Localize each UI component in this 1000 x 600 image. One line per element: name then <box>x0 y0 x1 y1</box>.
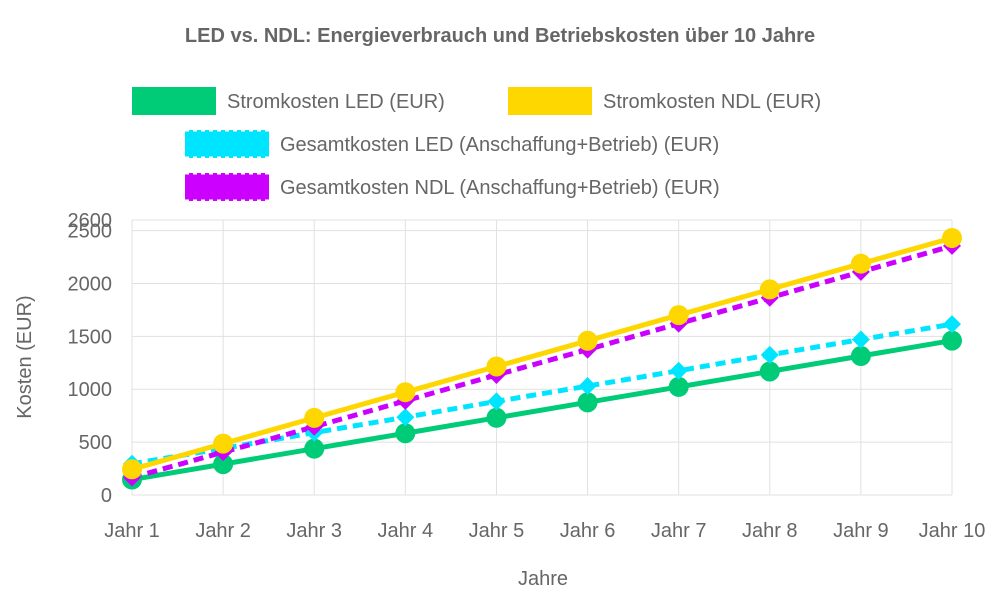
legend-item: Gesamtkosten LED (Anschaffung+Betrieb) (… <box>185 128 719 160</box>
data-point <box>577 392 598 413</box>
data-point <box>213 454 234 475</box>
y-tick-label: 2500 <box>68 221 113 243</box>
data-point <box>395 382 416 403</box>
data-point <box>577 330 598 351</box>
data-point <box>943 315 961 334</box>
legend-item: Gesamtkosten NDL (Anschaffung+Betrieb) (… <box>185 171 720 203</box>
y-tick-label: 500 <box>79 432 112 454</box>
y-tick-label: 1000 <box>68 379 113 401</box>
data-point <box>396 408 415 427</box>
series-line <box>131 243 953 480</box>
data-point <box>759 361 780 382</box>
legend-swatch <box>508 87 592 115</box>
legend-label: Stromkosten NDL (EUR) <box>603 91 821 113</box>
legend-item: Stromkosten NDL (EUR) <box>508 87 821 115</box>
x-tick-label: Jahr 8 <box>742 520 798 542</box>
data-point <box>668 305 689 326</box>
x-tick-label: Jahr 5 <box>469 520 525 542</box>
data-point <box>850 253 871 274</box>
x-axis: Jahr 1 Jahr 2 Jahr 3 Jahr 4 Jahr 5 Jahr 6 Jahr… <box>104 520 985 542</box>
y-tick-label: 0 <box>101 485 112 507</box>
legend: Stromkosten LED (EUR) Stromkosten NDL (EU… <box>132 87 821 203</box>
data-point <box>304 438 325 459</box>
legend-label: Stromkosten LED (EUR) <box>227 91 445 113</box>
data-point <box>850 346 871 367</box>
data-point <box>668 376 689 397</box>
y-tick-label: 1500 <box>68 326 113 348</box>
legend-swatch <box>185 130 269 158</box>
x-axis-title: Jahre <box>518 568 568 590</box>
grid <box>131 219 953 496</box>
x-tick-label: Jahr 1 <box>104 520 160 542</box>
data-point <box>759 279 780 300</box>
x-tick-label: Jahr 7 <box>651 520 707 542</box>
x-tick-label: Jahr 9 <box>833 520 889 542</box>
data-point <box>578 377 597 396</box>
y-tick-label: 2000 <box>68 273 113 295</box>
x-tick-label: Jahr 6 <box>560 520 616 542</box>
series-line <box>131 321 953 467</box>
data-point <box>942 330 962 351</box>
series-line <box>131 338 953 483</box>
data-point <box>486 356 507 377</box>
x-tick-label: Jahr 3 <box>286 520 342 542</box>
data-point <box>669 361 688 380</box>
x-tick-label: Jahr 10 <box>919 520 986 542</box>
data-point <box>213 433 234 454</box>
series-line <box>131 235 953 472</box>
y-axis-title: Kosten (EUR) <box>14 295 36 418</box>
data-point <box>304 407 325 428</box>
data-point <box>851 330 870 349</box>
series-markers <box>122 227 962 490</box>
data-point <box>122 459 142 480</box>
data-point <box>486 407 507 428</box>
data-point <box>395 423 416 444</box>
legend-label: Gesamtkosten LED (Anschaffung+Betrieb) (… <box>280 134 719 156</box>
x-tick-label: Jahr 2 <box>195 520 251 542</box>
y-tick-label: 2600 <box>68 210 113 232</box>
series-lines <box>131 235 953 483</box>
data-point <box>942 227 962 248</box>
data-point <box>760 345 779 364</box>
legend-swatch <box>132 87 216 115</box>
legend-item: Stromkosten LED (EUR) <box>132 87 445 115</box>
x-tick-label: Jahr 4 <box>378 520 434 542</box>
legend-swatch <box>185 173 269 201</box>
data-point <box>487 392 506 411</box>
legend-label: Gesamtkosten NDL (Anschaffung+Betrieb) (… <box>280 177 720 199</box>
chart-title: LED vs. NDL: Energieverbrauch und Betrie… <box>185 25 815 47</box>
